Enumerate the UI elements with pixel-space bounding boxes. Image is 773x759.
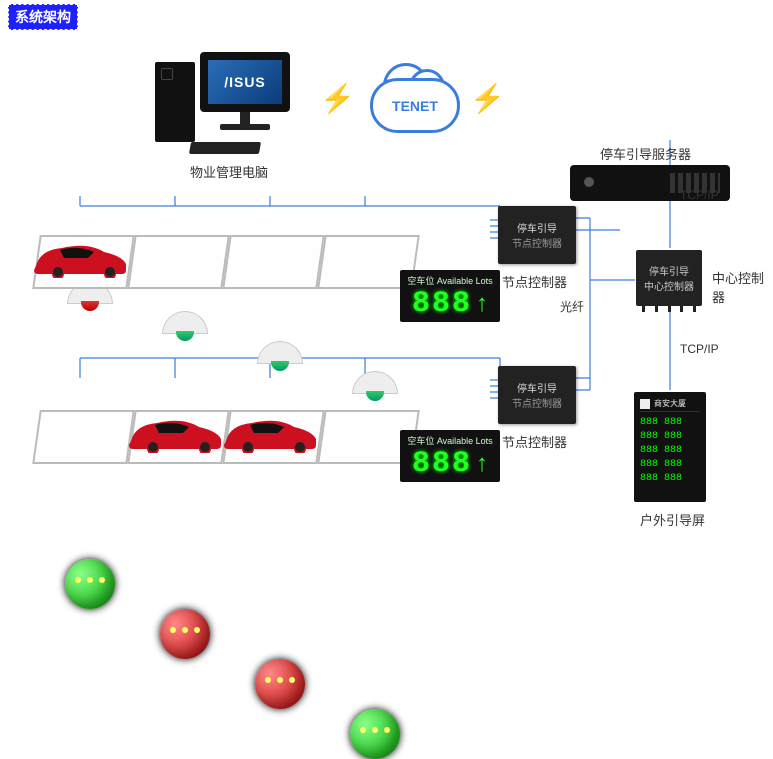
indicator-light (65, 559, 115, 609)
outdoor-row: 888 888 (640, 444, 700, 458)
parking-sensor (162, 311, 208, 341)
cloud-tenet-icon: TENET (370, 78, 460, 133)
lightning-icon: ⚡ (470, 82, 505, 115)
node-controller: 停车引导 节点控制器 (498, 206, 576, 264)
server-label: 停车引导服务器 (600, 144, 691, 163)
sign-top-text: 空车位 Available Lots (407, 434, 492, 447)
tcpip-label: TCP/IP (680, 342, 719, 356)
available-sign: 空车位 Available Lots 888↑ (400, 430, 500, 482)
center-line1: 停车引导 (649, 263, 689, 278)
outdoor-row: 888 888 (640, 416, 700, 430)
outdoor-row: 888 888 (640, 458, 700, 472)
ctrl-line1: 停车引导 (517, 380, 557, 395)
center-line2: 中心控制器 (644, 278, 694, 293)
computer-label: 物业管理电脑 (190, 162, 268, 181)
indicator-light (350, 709, 400, 759)
node-controller-label: 节点控制器 (502, 432, 567, 451)
keyboard-icon (189, 142, 261, 154)
indicator-light (160, 609, 210, 659)
ctrl-line2: 节点控制器 (512, 395, 562, 410)
monitor-icon: /ISUS (200, 52, 290, 112)
node-controller-label: 节点控制器 (502, 272, 567, 291)
outdoor-row: 888 888 (640, 430, 700, 444)
parking-sensor (257, 341, 303, 371)
cloud-label: TENET (392, 98, 438, 114)
car-icon (125, 411, 225, 458)
parking-sensor (352, 371, 398, 401)
car-icon (220, 411, 320, 458)
outdoor-display: 商安大厦 888 888 888 888 888 888 888 888 888… (634, 392, 706, 502)
sign-arrow-icon: ↑ (476, 450, 488, 478)
outdoor-row: 888 888 (640, 472, 700, 486)
lightning-icon: ⚡ (320, 82, 355, 115)
sign-arrow-icon: ↑ (476, 290, 488, 318)
outdoor-head: 商安大厦 (640, 398, 700, 412)
center-controller: 停车引导 中心控制器 (636, 250, 702, 306)
parking-slot (222, 235, 325, 289)
sign-digits: 888 (412, 289, 472, 319)
indicator-light (255, 659, 305, 709)
sign-top-text: 空车位 Available Lots (407, 274, 492, 287)
fiber-label: 光纤 (560, 298, 584, 315)
center-controller-label: 中心控制器 (712, 268, 773, 306)
ctrl-line1: 停车引导 (517, 220, 557, 235)
ctrl-line2: 节点控制器 (512, 235, 562, 250)
computer-tower-icon (155, 62, 195, 142)
management-computer: /ISUS (200, 52, 290, 130)
parking-slot (127, 235, 230, 289)
node-controller: 停车引导 节点控制器 (498, 366, 576, 424)
outdoor-label: 户外引导屏 (640, 510, 705, 529)
tcpip-label: TCP/IP (680, 188, 719, 202)
title-badge: 系统架构 (8, 4, 78, 30)
sign-digits: 888 (412, 449, 472, 479)
parking-slot (32, 410, 135, 464)
car-icon (30, 236, 130, 283)
available-sign: 空车位 Available Lots 888↑ (400, 270, 500, 322)
monitor-logo: /ISUS (224, 74, 266, 90)
